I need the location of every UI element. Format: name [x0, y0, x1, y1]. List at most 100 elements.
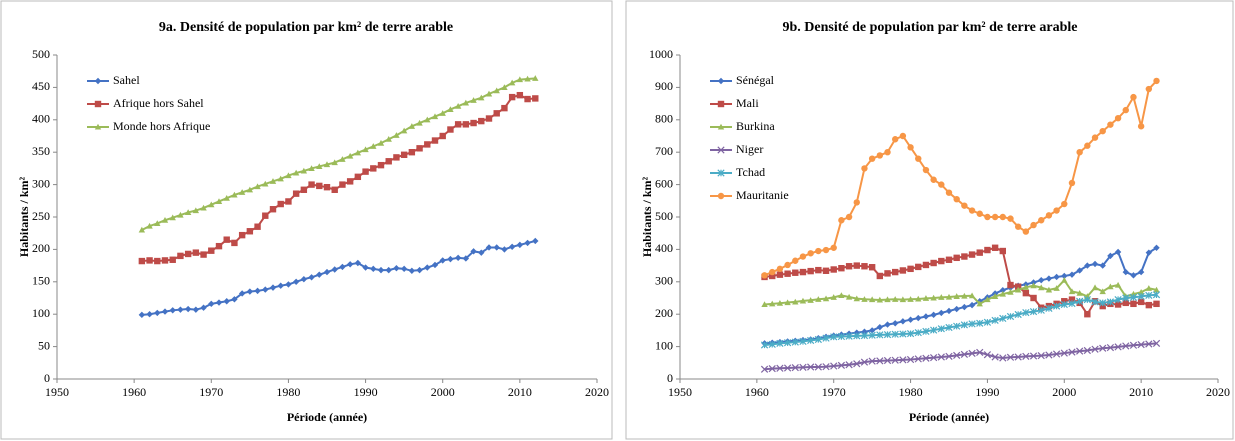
marker [1014, 310, 1022, 319]
marker [1106, 298, 1115, 306]
marker [362, 146, 369, 153]
marker [1030, 282, 1037, 289]
marker [853, 329, 860, 336]
marker [161, 308, 169, 315]
marker [231, 191, 238, 198]
y-tick-label: 300 [655, 274, 673, 288]
marker [899, 330, 907, 338]
marker [1091, 298, 1099, 306]
x-tick-label: 1950 [45, 385, 69, 399]
marker [1099, 299, 1107, 307]
marker [868, 331, 876, 339]
marker [1061, 200, 1068, 208]
marker [937, 325, 945, 333]
marker [331, 159, 338, 166]
marker [532, 237, 539, 245]
marker [1022, 228, 1030, 235]
marker [853, 199, 860, 206]
marker [184, 250, 192, 258]
marker [915, 314, 922, 322]
legend-marker [94, 77, 102, 85]
x-tick-label: 1970 [822, 385, 846, 399]
marker [984, 246, 991, 254]
marker [138, 226, 146, 233]
marker [961, 303, 968, 311]
marker [1137, 341, 1145, 349]
marker [930, 259, 937, 267]
marker [1030, 221, 1037, 229]
marker [1037, 306, 1045, 314]
y-tick-label: 350 [32, 144, 50, 158]
marker [760, 341, 769, 349]
marker [1061, 276, 1068, 283]
marker [876, 296, 884, 303]
marker [169, 307, 176, 314]
x-tick-label: 1970 [199, 385, 223, 399]
marker [937, 353, 945, 361]
marker [1153, 300, 1160, 308]
marker [776, 364, 784, 372]
marker [830, 294, 837, 300]
marker [447, 106, 454, 112]
marker [868, 155, 876, 162]
marker [1122, 268, 1129, 276]
legend-marker [94, 100, 102, 108]
marker [1091, 284, 1099, 291]
legend-marker [717, 192, 725, 200]
marker [915, 263, 922, 271]
marker [1007, 215, 1014, 222]
y-axis-title: Habitants / km² [640, 176, 654, 257]
x-axis-title: Période (année) [287, 410, 367, 424]
marker [1030, 279, 1037, 286]
marker [223, 195, 230, 201]
y-tick-label: 900 [655, 79, 673, 93]
marker [914, 329, 922, 337]
marker [976, 300, 983, 307]
marker [899, 267, 907, 274]
marker [845, 293, 853, 300]
y-tick-label: 400 [655, 241, 673, 255]
marker [838, 264, 845, 272]
marker [830, 244, 837, 251]
marker [400, 127, 408, 134]
marker [385, 136, 392, 142]
marker [454, 102, 462, 109]
marker [968, 292, 976, 299]
marker [799, 297, 807, 304]
series-line [141, 240, 536, 316]
marker [362, 264, 369, 271]
marker [1068, 288, 1076, 295]
marker [493, 110, 500, 117]
marker [200, 204, 207, 211]
marker [431, 137, 439, 144]
marker [1091, 345, 1099, 353]
marker [1068, 299, 1076, 308]
y-tick-label: 500 [655, 209, 673, 223]
marker [1038, 276, 1045, 284]
marker [416, 145, 423, 152]
y-tick-label: 600 [655, 176, 673, 190]
marker [1068, 348, 1076, 356]
marker [953, 254, 960, 262]
marker [354, 149, 362, 156]
marker [983, 318, 992, 326]
marker [200, 304, 207, 311]
marker [493, 87, 500, 94]
marker [478, 117, 485, 125]
marker [984, 296, 991, 303]
marker [1083, 346, 1091, 355]
marker [346, 261, 354, 268]
marker [501, 84, 508, 90]
series-line [764, 293, 1157, 346]
y-tick-label: 250 [32, 209, 50, 223]
marker [807, 250, 814, 257]
marker [254, 287, 261, 295]
marker [516, 91, 524, 99]
series-line [764, 80, 1158, 277]
marker [238, 290, 246, 297]
legend-marker [717, 146, 725, 154]
marker [853, 262, 860, 269]
marker [953, 305, 960, 313]
marker [776, 265, 784, 273]
